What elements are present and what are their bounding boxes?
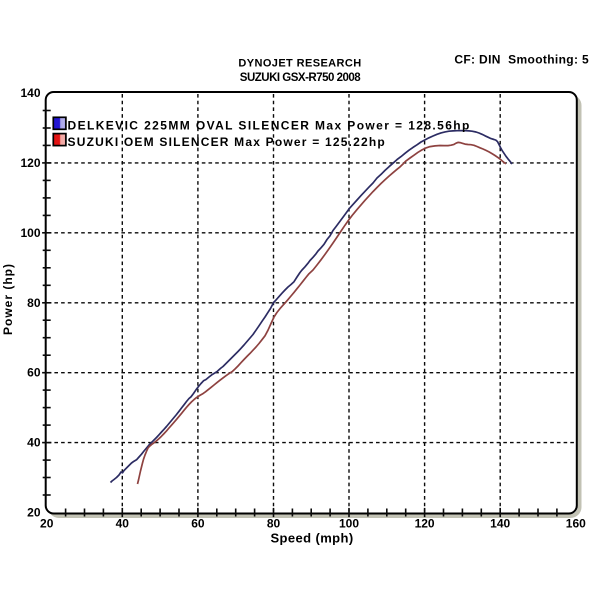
svg-text:160: 160 <box>566 517 586 531</box>
svg-text:Speed (mph): Speed (mph) <box>270 531 353 546</box>
svg-text:60: 60 <box>191 517 205 531</box>
svg-text:SUZUKI GSX-R750 2008: SUZUKI GSX-R750 2008 <box>240 72 361 84</box>
svg-text:DYNOJET RESEARCH: DYNOJET RESEARCH <box>238 58 361 70</box>
svg-text:20: 20 <box>27 506 41 520</box>
svg-text:120: 120 <box>415 517 435 531</box>
svg-text:60: 60 <box>27 366 41 380</box>
svg-text:CF: DIN Smoothing: 5: CF: DIN Smoothing: 5 <box>454 53 589 67</box>
svg-text:100: 100 <box>339 517 359 531</box>
svg-text:20: 20 <box>40 517 54 531</box>
svg-text:120: 120 <box>20 156 40 170</box>
svg-text:40: 40 <box>116 517 130 531</box>
svg-text:80: 80 <box>267 517 281 531</box>
svg-text:DELKEVIC 225MM OVAL SILENCER M: DELKEVIC 225MM OVAL SILENCER Max Power =… <box>68 119 471 133</box>
svg-text:80: 80 <box>27 296 41 310</box>
svg-text:SUZUKI OEM SILENCER Max Power: SUZUKI OEM SILENCER Max Power = 125.22hp <box>68 135 386 149</box>
svg-text:140: 140 <box>490 517 510 531</box>
svg-text:140: 140 <box>20 86 40 100</box>
svg-text:100: 100 <box>20 226 40 240</box>
svg-text:Power (hp): Power (hp) <box>1 263 15 335</box>
svg-text:40: 40 <box>27 436 41 450</box>
